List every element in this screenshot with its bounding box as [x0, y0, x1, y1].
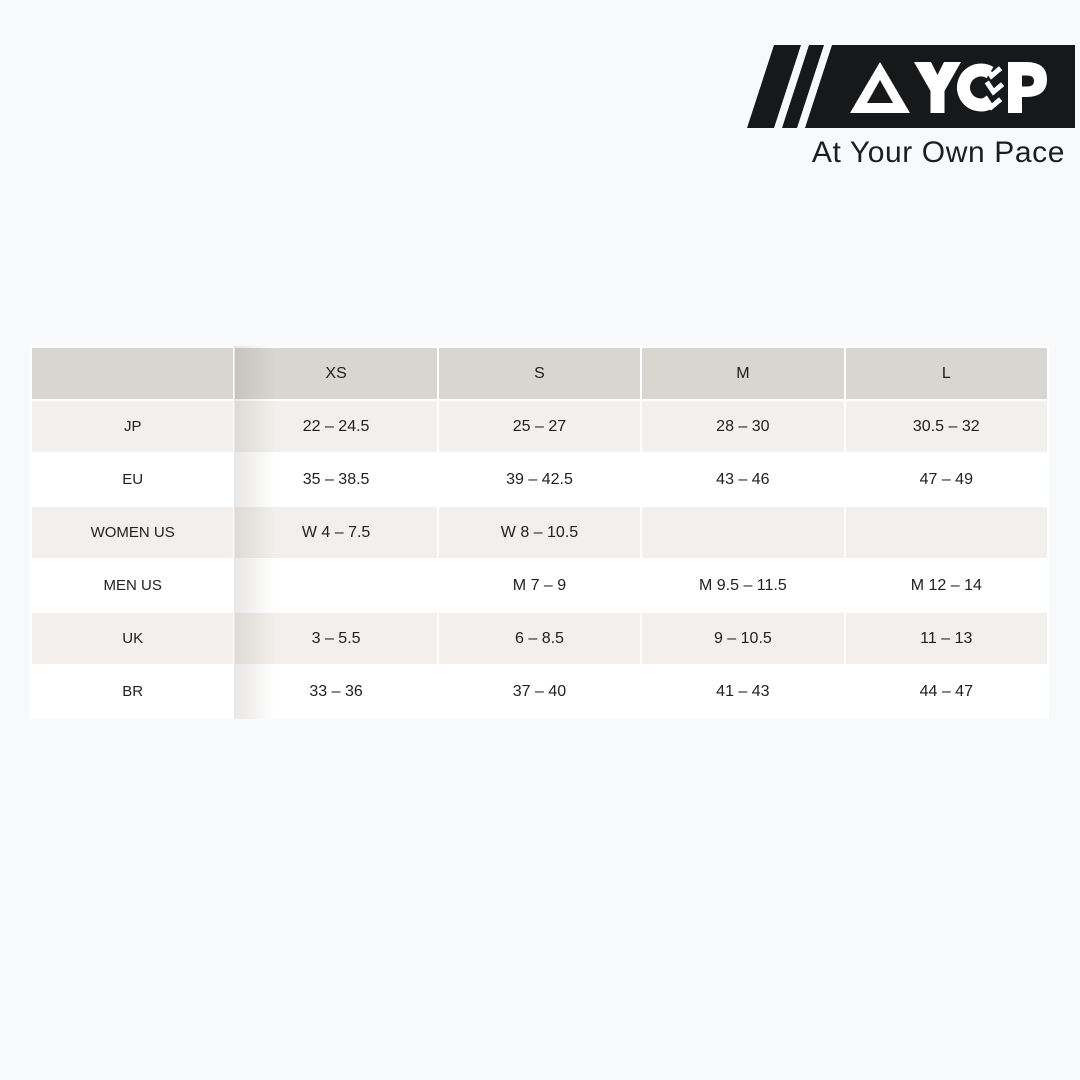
size-cell: 28 – 30 — [640, 399, 846, 454]
ayop-wordmark-icon — [747, 45, 1075, 128]
table-row-jp: JP 22 – 24.5 25 – 27 28 – 30 30.5 – 32 — [29, 399, 1050, 454]
size-chart: XS S M L JP 22 – 24.5 25 – 27 28 – 30 30… — [29, 346, 1050, 719]
size-cell — [233, 558, 439, 613]
size-cell: M 12 – 14 — [843, 558, 1050, 613]
header-row: XS S M L — [29, 346, 1050, 401]
logo-stripe-icon — [782, 45, 824, 128]
size-col-header-m: M — [640, 346, 846, 401]
size-row-label: BR — [29, 664, 236, 719]
size-cell: 22 – 24.5 — [233, 399, 439, 454]
size-cell: 33 – 36 — [233, 664, 439, 719]
size-row-label: EU — [29, 452, 236, 507]
size-cell: 30.5 – 32 — [843, 399, 1050, 454]
size-cell — [640, 505, 846, 560]
size-row-label: UK — [29, 611, 236, 666]
table-row-uk: UK 3 – 5.5 6 – 8.5 9 – 10.5 11 – 13 — [29, 611, 1050, 666]
size-cell: M 9.5 – 11.5 — [640, 558, 846, 613]
size-cell: 41 – 43 — [640, 664, 846, 719]
size-cell: M 7 – 9 — [436, 558, 643, 613]
size-row-label: WOMEN US — [29, 505, 236, 560]
logo-stripe-icon — [747, 45, 801, 128]
size-cell: W 8 – 10.5 — [436, 505, 643, 560]
size-chart-table: XS S M L JP 22 – 24.5 25 – 27 28 – 30 30… — [29, 346, 1050, 719]
size-cell: W 4 – 7.5 — [233, 505, 439, 560]
table-row-br: BR 33 – 36 37 – 40 41 – 43 44 – 47 — [29, 664, 1050, 719]
size-col-header-xs: XS — [233, 346, 439, 401]
size-cell: 35 – 38.5 — [233, 452, 439, 507]
size-col-header-l: L — [843, 346, 1050, 401]
size-cell: 11 – 13 — [843, 611, 1050, 666]
size-cell: 47 – 49 — [843, 452, 1050, 507]
size-cell — [843, 505, 1050, 560]
size-cell: 9 – 10.5 — [640, 611, 846, 666]
size-cell: 3 – 5.5 — [233, 611, 439, 666]
size-cell: 39 – 42.5 — [436, 452, 643, 507]
size-col-header-s: S — [436, 346, 643, 401]
size-cell: 44 – 47 — [843, 664, 1050, 719]
table-row-men-us: MEN US M 7 – 9 M 9.5 – 11.5 M 12 – 14 — [29, 558, 1050, 613]
size-cell: 37 – 40 — [436, 664, 643, 719]
size-row-label: JP — [29, 399, 236, 454]
logo-chevrons-icon — [982, 64, 1005, 111]
size-cell: 25 – 27 — [436, 399, 643, 454]
table-row-women-us: WOMEN US W 4 – 7.5 W 8 – 10.5 — [29, 505, 1050, 560]
brand-tagline: At Your Own Pace — [811, 136, 1065, 169]
size-row-label: MEN US — [29, 558, 236, 613]
size-col-header-blank — [29, 346, 236, 401]
size-cell: 6 – 8.5 — [436, 611, 643, 666]
logo-letters — [850, 62, 1047, 113]
ayop-logo: At Your Own Pace — [720, 0, 1080, 185]
table-row-eu: EU 35 – 38.5 39 – 42.5 43 – 46 47 – 49 — [29, 452, 1050, 507]
size-cell: 43 – 46 — [640, 452, 846, 507]
